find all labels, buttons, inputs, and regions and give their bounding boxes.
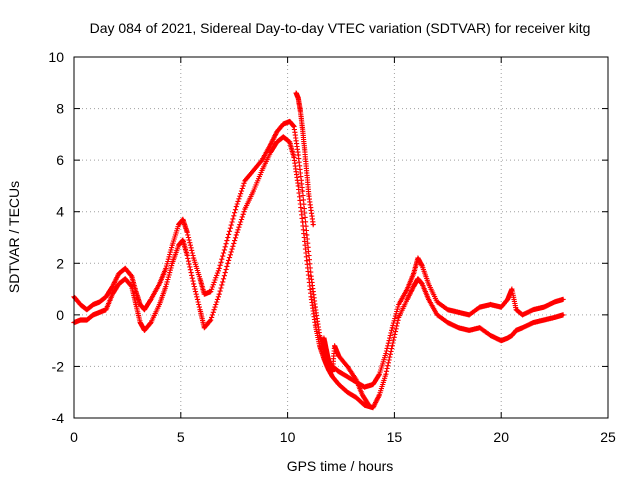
x-tick-label: 0 xyxy=(70,429,78,445)
series-dropout xyxy=(321,335,372,408)
x-axis-ticks: 0 5 10 15 20 25 xyxy=(70,57,616,445)
plot-frame xyxy=(73,56,609,419)
y-tick-label: -4 xyxy=(52,410,65,426)
y-tick-label: 0 xyxy=(56,307,64,323)
x-tick-label: 10 xyxy=(280,429,296,445)
y-tick-label: 2 xyxy=(56,255,64,271)
y-tick-label: 10 xyxy=(48,49,64,65)
x-tick-label: 20 xyxy=(493,429,509,445)
y-tick-label: 8 xyxy=(56,101,64,117)
chart-title: Day 084 of 2021, Sidereal Day-to-day VTE… xyxy=(90,20,591,36)
series-markers xyxy=(321,335,372,408)
series-spike xyxy=(293,90,316,228)
x-tick-label: 5 xyxy=(177,429,185,445)
y-tick-label: -2 xyxy=(52,358,65,374)
series-trace-b xyxy=(71,118,566,390)
x-tick-label: 25 xyxy=(600,429,616,445)
y-tick-label: 6 xyxy=(56,152,64,168)
series-markers xyxy=(293,90,316,228)
data-series xyxy=(71,90,566,411)
x-axis-label: GPS time / hours xyxy=(287,458,394,474)
y-axis-label: SDTVAR / TECUs xyxy=(6,181,22,293)
y-axis-ticks: -4 -2 0 2 4 6 8 10 xyxy=(48,49,608,426)
y-tick-label: 4 xyxy=(56,204,64,220)
x-tick-label: 15 xyxy=(387,429,403,445)
